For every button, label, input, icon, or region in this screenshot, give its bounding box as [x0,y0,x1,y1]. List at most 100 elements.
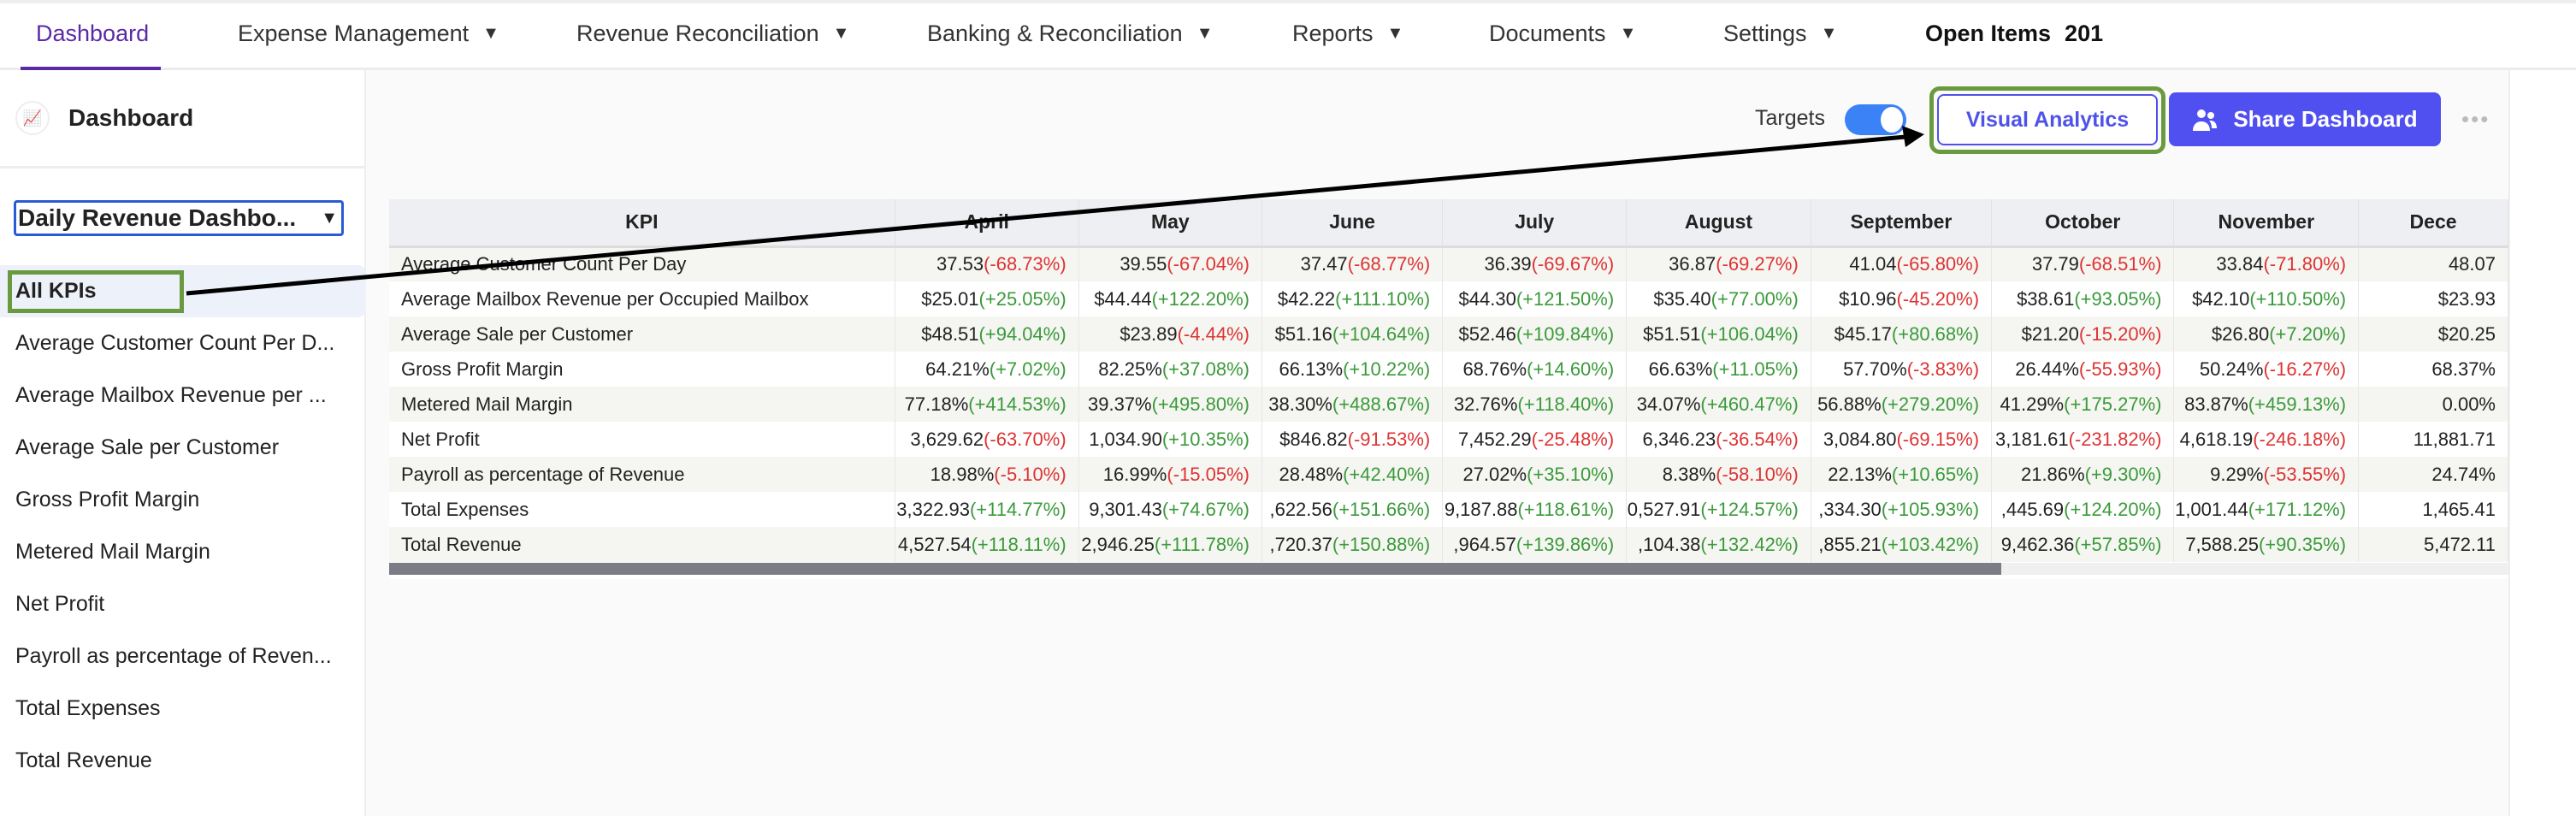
nav-expense-management[interactable]: Expense Management ▼ [238,21,499,47]
table-row[interactable]: Total Revenue 4,527.54(+118.11%) 2,946.25(… [389,527,2508,562]
sidebar-item[interactable]: Gross Profit Margin [15,488,200,511]
horizontal-scrollbar-thumb[interactable] [389,563,2001,575]
kpi-change: (-68.51%) [2078,253,2162,275]
more-options-icon[interactable]: ••• [2461,106,2490,132]
kpi-cell: ,445.69(+124.20%) [1991,492,2175,527]
kpi-name: Gross Profit Margin [389,352,895,387]
table-row[interactable]: Average Mailbox Revenue per Occupied Mai… [389,281,2508,316]
nav-banking-reconciliation[interactable]: Banking & Reconciliation ▼ [927,21,1213,47]
table-row[interactable]: Average Customer Count Per Day 37.53(-68.… [389,246,2508,281]
column-header[interactable]: September [1811,199,1993,248]
sidebar-item[interactable]: Total Revenue [15,748,152,772]
chart-icon: 📈 [15,101,50,135]
kpi-cell: $10.96(-45.20%) [1811,281,1993,316]
kpi-cell: $846.82(-91.53%) [1261,422,1444,457]
caret-down-icon: ▼ [482,24,499,43]
kpi-cell: $38.61(+93.05%) [1991,281,2175,316]
top-nav: Dashboard Expense Management ▼ Revenue Re… [0,0,2576,70]
kpi-change: (-63.70%) [984,428,1066,450]
vertical-scroll-area[interactable] [2508,70,2576,816]
nav-reports[interactable]: Reports ▼ [1292,21,1403,47]
table-row[interactable]: Net Profit 3,629.62(-63.70%) 1,034.90(+10.… [389,422,2508,457]
kpi-cell: 77.18%(+414.53%) [895,387,1079,422]
column-header[interactable]: August [1626,199,1811,248]
kpi-value: 3,181.61 [1995,428,2069,450]
kpi-value: 68.37% [2431,358,2496,380]
kpi-value: $42.22 [1277,287,1336,310]
kpi-cell: $23.93 [2358,281,2508,316]
kpi-cell: 7,588.25(+90.35%) [2173,527,2360,562]
sidebar-item[interactable]: Metered Mail Margin [15,540,210,564]
table-row[interactable]: Average Sale per Customer $48.51(+94.04%)… [389,316,2508,352]
table-row[interactable]: Payroll as percentage of Revenue 18.98%(-… [389,457,2508,492]
kpi-value: 21.86% [2020,463,2085,485]
kpi-value: 41.29% [2000,393,2065,415]
column-header[interactable]: July [1442,199,1628,248]
kpi-cell: 66.63%(+11.05%) [1626,352,1811,387]
kpi-value: ,334.30 [1818,498,1882,520]
kpi-cell: $44.30(+121.50%) [1442,281,1628,316]
kpi-cell: 39.37%(+495.80%) [1078,387,1262,422]
kpi-change: (-69.27%) [1716,253,1799,275]
column-header[interactable]: Dece [2358,199,2508,248]
kpi-cell: $21.20(-15.20%) [1991,316,2175,352]
kpi-change: (-69.67%) [1531,253,1615,275]
kpi-value: 24.74% [2431,463,2496,485]
column-header[interactable]: November [2173,199,2360,248]
kpi-change: (+132.42%) [1700,533,1799,555]
open-items-label: Open Items [1925,21,2052,46]
kpi-change: (+122.20%) [1151,287,1250,310]
table-row[interactable]: Gross Profit Margin 64.21%(+7.02%) 82.25%(… [389,352,2508,387]
kpi-value: 8.38% [1662,463,1716,485]
kpi-change: (+118.40%) [1517,393,1615,415]
nav-documents[interactable]: Documents ▼ [1489,21,1636,47]
kpi-value: $35.40 [1653,287,1711,310]
kpi-change: (-16.27%) [2263,358,2347,380]
column-header[interactable]: April [895,199,1079,248]
share-dashboard-button[interactable]: Share Dashboard [2169,92,2441,146]
kpi-value: 56.88% [1817,393,1882,415]
nav-settings[interactable]: Settings ▼ [1723,21,1837,47]
nav-dashboard[interactable]: Dashboard [36,21,149,47]
visual-analytics-button[interactable]: Visual Analytics [1937,94,2158,145]
kpi-change: (+11.05%) [1712,358,1799,380]
kpi-value: 32.76% [1453,393,1518,415]
kpi-change: (-231.82%) [2068,428,2162,450]
kpi-value: 18.98% [930,463,995,485]
column-header[interactable]: June [1261,199,1444,248]
column-header[interactable]: October [1991,199,2175,248]
nav-revenue-reconciliation[interactable]: Revenue Reconciliation ▼ [576,21,849,47]
dashboard-select[interactable]: Daily Revenue Dashbo... ▼ [14,200,344,236]
kpi-change: (+114.77%) [969,498,1066,520]
sidebar: 📈 Dashboard Daily Revenue Dashbo... ▼ All… [0,70,366,816]
kpi-change: (-65.80%) [1896,253,1980,275]
kpi-value: 26.44% [2015,358,2079,380]
sidebar-item[interactable]: Total Expenses [15,696,161,720]
kpi-cell: 36.39(-69.67%) [1442,246,1628,281]
targets-toggle[interactable] [1845,104,1906,135]
kpi-table: KPI April May June July August September Octobe… [389,199,2508,579]
kpi-cell: ,334.30(+105.93%) [1811,492,1993,527]
kpi-change: (-67.04%) [1167,253,1250,275]
kpi-change: (+109.84%) [1515,322,1615,345]
sidebar-item[interactable]: Payroll as percentage of Reven... [15,644,332,668]
sidebar-item[interactable]: Average Customer Count Per D... [15,331,335,355]
kpi-value: 5,472.11 [2423,533,2496,555]
column-header[interactable]: KPI [389,199,895,248]
table-row[interactable]: Metered Mail Margin 77.18%(+414.53%) 39.37… [389,387,2508,422]
kpi-cell: 82.25%(+37.08%) [1078,352,1262,387]
kpi-cell: $51.51(+106.04%) [1626,316,1811,352]
nav-open-items[interactable]: Open Items 201 [1925,21,2103,47]
kpi-change: (+110.50%) [2249,287,2347,310]
sidebar-title: Dashboard [68,104,194,131]
table-row[interactable]: Total Expenses 3,322.93(+114.77%) 9,301.43… [389,492,2508,527]
kpi-change: (+495.80%) [1151,393,1250,415]
kpi-change: (+35.10%) [1527,463,1615,485]
sidebar-item[interactable]: Net Profit [15,592,105,616]
column-header[interactable]: May [1078,199,1262,248]
sidebar-item[interactable]: Average Mailbox Revenue per ... [15,383,327,407]
sidebar-item[interactable]: Average Sale per Customer [15,435,280,459]
kpi-change: (-15.05%) [1167,463,1250,485]
kpi-value: 4,618.19 [2179,428,2254,450]
kpi-value: ,855.21 [1818,533,1882,555]
